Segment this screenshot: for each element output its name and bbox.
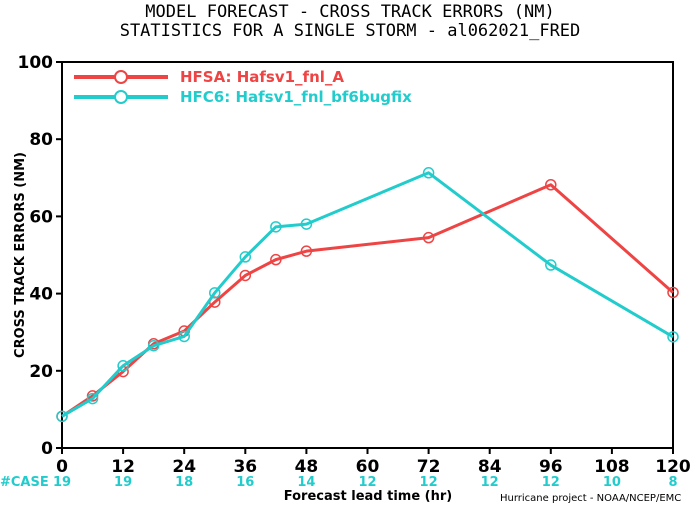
series-line-1: [61, 171, 674, 418]
case-count: 19: [53, 475, 71, 490]
x-tick-label: 120: [655, 457, 691, 477]
x-tick-label: 96: [539, 457, 563, 477]
series-layer: [56, 167, 679, 423]
x-tick-label: 72: [417, 457, 441, 477]
y-tick-label: 40: [29, 285, 53, 305]
legend-label-0: HFSA: Hafsv1_fnl_A: [180, 68, 344, 86]
x-tick-label: 36: [233, 457, 257, 477]
legend-marker-0: [114, 70, 128, 84]
case-count: 18: [175, 475, 193, 490]
case-count: 12: [358, 475, 376, 490]
x-axis-ticks: 0 12 24 36 48 60 72 84 96 108 120: [56, 448, 691, 477]
series-1-point: [300, 218, 313, 230]
case-label: #CASE: [0, 475, 49, 490]
series-1-point: [239, 251, 252, 263]
series-line-0: [61, 183, 674, 418]
series-0-point: [545, 178, 557, 191]
series-1-point: [545, 259, 557, 271]
series-1-point: [147, 339, 160, 352]
case-count: 12: [481, 475, 499, 490]
series-0-point: [422, 231, 435, 244]
y-axis-label: CROSS TRACK ERRORS (NM): [13, 152, 28, 358]
x-tick-label: 108: [594, 457, 630, 477]
plot-frame: [61, 61, 674, 449]
case-count: 16: [236, 475, 254, 490]
case-count: 14: [297, 475, 315, 490]
series-1-point: [209, 287, 221, 299]
series-0-point: [667, 286, 679, 299]
series-1-point: [270, 221, 282, 233]
series-1-point: [667, 331, 679, 343]
credit-text: Hurricane project - NOAA/NCEP/EMC: [500, 493, 681, 504]
y-tick-label: 60: [29, 207, 53, 227]
case-count: 12: [420, 475, 438, 490]
case-count: 8: [668, 475, 677, 490]
x-tick-label: 0: [56, 457, 68, 477]
y-axis-ticks: 0 20 40 60 80 100: [18, 53, 62, 459]
case-count: 19: [114, 475, 132, 490]
x-axis-label: Forecast lead time (hr): [284, 489, 452, 504]
series-1-point: [422, 167, 435, 179]
series-1-point: [56, 410, 68, 423]
series-1-point: [117, 360, 129, 372]
y-tick-label: 0: [41, 439, 53, 459]
x-tick-label: 12: [111, 457, 135, 477]
case-count: 10: [603, 475, 621, 490]
chart-title-line1: MODEL FORECAST - CROSS TRACK ERRORS (NM): [145, 2, 554, 22]
legend-marker-1: [114, 90, 128, 104]
series-0-point: [300, 245, 313, 257]
x-tick-label: 48: [295, 457, 319, 477]
series-0-point: [270, 253, 282, 266]
chart-title-line2: STATISTICS FOR A SINGLE STORM - al062021…: [120, 21, 581, 41]
y-tick-label: 100: [18, 53, 54, 73]
x-tick-label: 24: [172, 457, 196, 477]
series-1-point: [86, 392, 99, 405]
y-tick-label: 80: [29, 130, 53, 150]
series-0-point: [239, 269, 252, 282]
case-count-row: 19 19 18 16 14 12 12 12 12 10 8: [53, 475, 678, 490]
legend-label-1: HFC6: Hafsv1_fnl_bf6bugfix: [180, 88, 412, 106]
y-tick-label: 20: [29, 362, 53, 382]
case-count: 12: [542, 475, 560, 490]
legend: HFSA: Hafsv1_fnl_A HFC6: Hafsv1_fnl_bf6bu…: [74, 68, 412, 106]
x-tick-label: 84: [478, 457, 502, 477]
series-1-point: [178, 330, 190, 343]
x-tick-label: 60: [356, 457, 380, 477]
